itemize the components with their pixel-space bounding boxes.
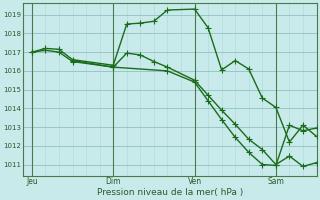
X-axis label: Pression niveau de la mer( hPa ): Pression niveau de la mer( hPa ) — [97, 188, 243, 197]
